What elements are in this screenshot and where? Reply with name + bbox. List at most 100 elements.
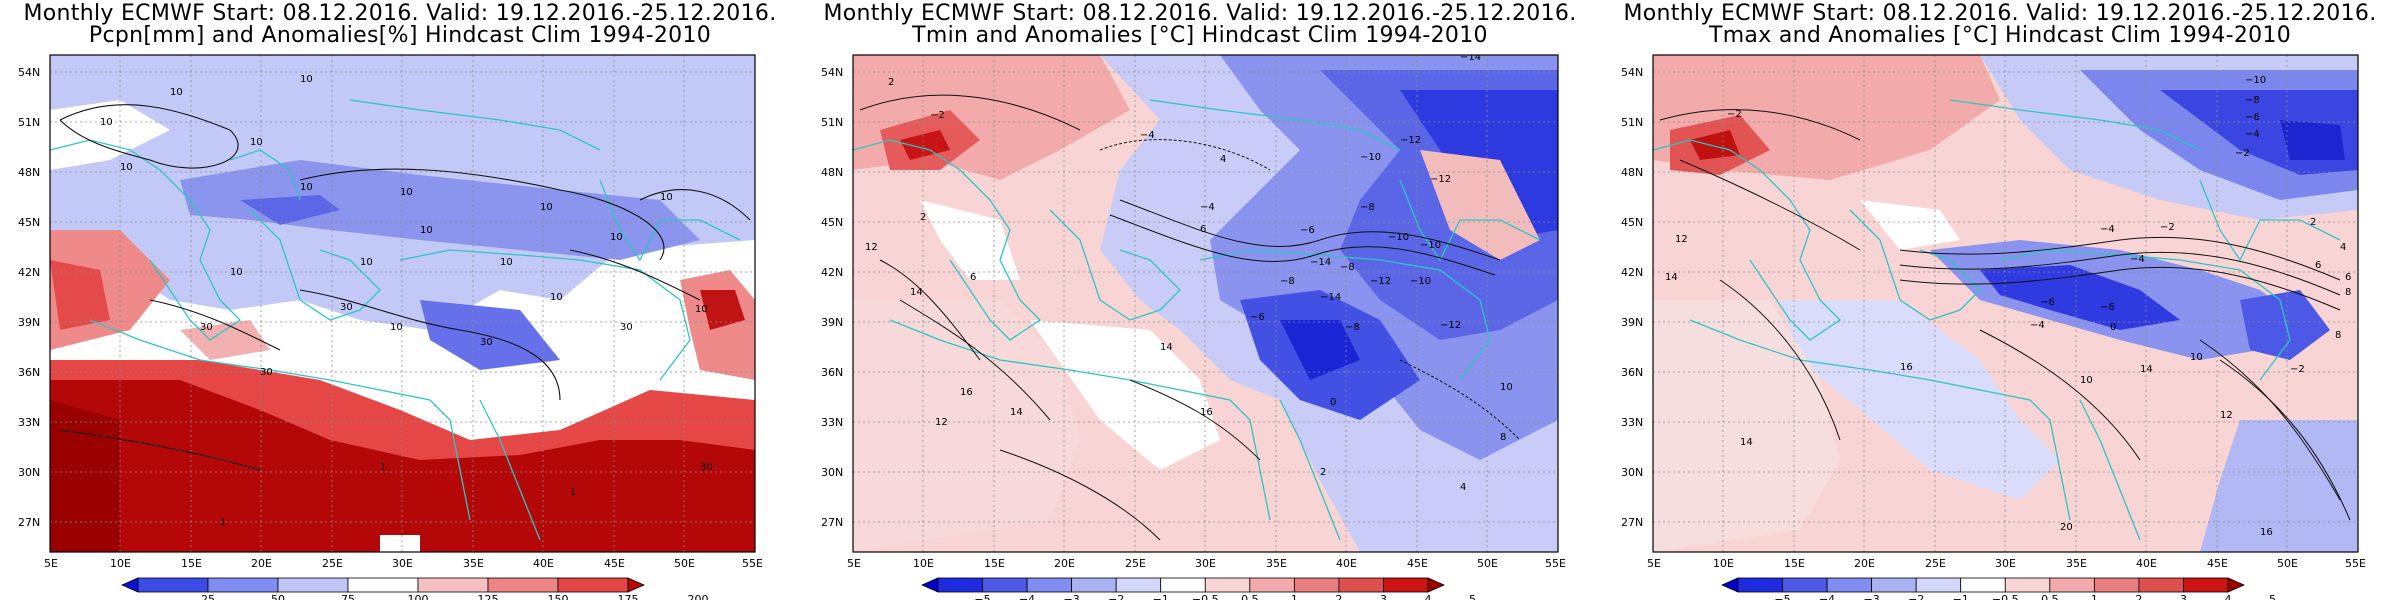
lat-label: 48N — [821, 166, 843, 179]
contour-label: 10 — [1500, 382, 1513, 393]
colorbar-label: 4 — [2225, 593, 2232, 600]
lon-label: 45E — [2207, 557, 2228, 570]
colorbar-swatch — [207, 577, 279, 593]
colorbar-swatch — [982, 577, 1028, 593]
contour-label: −10 — [1360, 152, 1381, 163]
panel-title-line1: Monthly ECMWF Start: 08.12.2016. Valid: … — [23, 1, 777, 26]
contour-label: 2 — [888, 77, 894, 88]
tmin-field: −14 −2 −4 −12 −10 −12 −8 −4 −10 −14 −8 −… — [853, 55, 1558, 552]
colorbar-label: 200 — [688, 593, 709, 600]
lon-label: 25E — [1925, 557, 1946, 570]
lon-label: 50E — [674, 557, 695, 570]
colorbar-extend-low — [1721, 577, 1739, 593]
lon-label: 15E — [984, 557, 1005, 570]
lat-label: 27N — [18, 516, 40, 529]
contour-label: 6 — [970, 272, 976, 283]
colorbar-swatch — [2004, 577, 2051, 593]
colorbar-label: 0.5 — [2041, 593, 2059, 600]
lon-label: 35E — [463, 557, 484, 570]
colorbar-swatch — [2093, 577, 2140, 593]
lat-label: 33N — [1621, 416, 1643, 429]
lon-label: 20E — [1054, 557, 1075, 570]
panel-title-line1: Monthly ECMWF Start: 08.12.2016. Valid: … — [1623, 1, 2377, 26]
contour-label: −4 — [2245, 129, 2260, 140]
colorbar-swatch — [1115, 577, 1162, 593]
contour-label: −4 — [2030, 320, 2045, 331]
contour-label: −2 — [1727, 109, 1742, 120]
contour-label: −12 — [1440, 320, 1461, 331]
contour-label: 10 — [540, 202, 553, 213]
contour-label: 12 — [935, 417, 948, 428]
contour-label: 10 — [100, 117, 113, 128]
colorbar: −5 −4 −3 −2 −1 −0.5 0.5 1 2 3 4 5 — [1721, 577, 2276, 600]
contour-label: −10 — [1410, 276, 1431, 287]
contour-label: −4 — [2100, 224, 2115, 235]
contour-label: −8 — [2245, 95, 2260, 106]
lon-label: 35E — [2066, 557, 2087, 570]
contour-label: 30 — [340, 302, 353, 313]
coastlines — [1653, 99, 2341, 541]
lat-label: 54N — [1621, 66, 1643, 79]
contour-label: 10 — [2190, 352, 2203, 363]
lon-label: 40E — [1336, 557, 1357, 570]
contour-label: 4 — [1220, 154, 1226, 165]
lat-label: 45N — [821, 216, 843, 229]
contour-label: −4 — [2130, 254, 2145, 265]
contour-label: −2 — [930, 110, 945, 121]
lon-label: 5E — [44, 557, 58, 570]
colorbar-swatch — [1782, 577, 1828, 593]
colorbar-label: 125 — [478, 593, 499, 600]
colorbar: −5 −4 −3 −2 −1 −0.5 0.5 1 2 3 4 5 — [921, 577, 1476, 600]
colorbar-swatch — [1737, 577, 1783, 593]
contour-label: 10 — [300, 182, 313, 193]
lat-label: 42N — [821, 266, 843, 279]
lon-label: 45E — [1407, 557, 1428, 570]
contour-label: 10 — [610, 232, 623, 243]
lat-label: 54N — [18, 66, 40, 79]
lat-label: 42N — [18, 266, 40, 279]
contour-label: 20 — [2060, 522, 2073, 533]
contour-labels: −10 −8 −6 −4 −2 −2 −4 −6 −4 −6 −2 −4 −2 … — [1665, 75, 2351, 538]
contour-label: 0 — [2110, 322, 2116, 333]
lat-label: 48N — [1621, 166, 1643, 179]
contour-label: 10 — [170, 87, 183, 98]
contour-label: −6 — [2245, 112, 2260, 123]
colorbar-label: 4 — [1425, 593, 1432, 600]
colorbar-label: −0.5 — [1992, 593, 2019, 600]
colorbar-extend-high — [1427, 577, 1445, 593]
contour-label: 30 — [620, 322, 633, 333]
contour-label: −2 — [2290, 364, 2305, 375]
lat-label: 33N — [821, 416, 843, 429]
lon-label: 10E — [110, 557, 131, 570]
contour-label: 8 — [1500, 432, 1506, 443]
contour-label: 1 — [570, 487, 576, 498]
lon-label: 15E — [181, 557, 202, 570]
lat-label: 45N — [18, 216, 40, 229]
colorbar-swatch — [1249, 577, 1295, 593]
contour-label: 6 — [2345, 272, 2351, 283]
coastlines — [50, 99, 741, 541]
colorbar-swatch — [1293, 577, 1340, 593]
colorbar-label: −3 — [1864, 593, 1880, 600]
contour-label: 10 — [360, 257, 373, 268]
contours — [59, 104, 751, 471]
colorbar-label: 3 — [1380, 593, 1387, 600]
contour-label: 16 — [2260, 527, 2273, 538]
contour-labels: −14 −2 −4 −12 −10 −12 −8 −4 −10 −14 −8 −… — [865, 55, 1513, 493]
panel-precip: Monthly ECMWF Start: 08.12.2016. Valid: … — [0, 0, 800, 600]
lon-label: 20E — [251, 557, 272, 570]
contour-label: 10 — [420, 225, 433, 236]
lon-label: 40E — [533, 557, 554, 570]
contour-label: 10 — [390, 322, 403, 333]
contour-label: −10 — [1388, 232, 1409, 243]
colorbar-label: −5 — [1774, 593, 1790, 600]
contour-label: 10 — [300, 74, 313, 85]
colorbar-extend-low — [921, 577, 939, 593]
lat-label: 45N — [1621, 216, 1643, 229]
colorbar-swatch — [1915, 577, 1962, 593]
contour-label: 2 — [1320, 467, 1326, 478]
lon-label: 50E — [1477, 557, 1498, 570]
contour-label: −2 — [2235, 148, 2250, 159]
contour-label: 14 — [1160, 342, 1173, 353]
lon-label: 45E — [604, 557, 625, 570]
